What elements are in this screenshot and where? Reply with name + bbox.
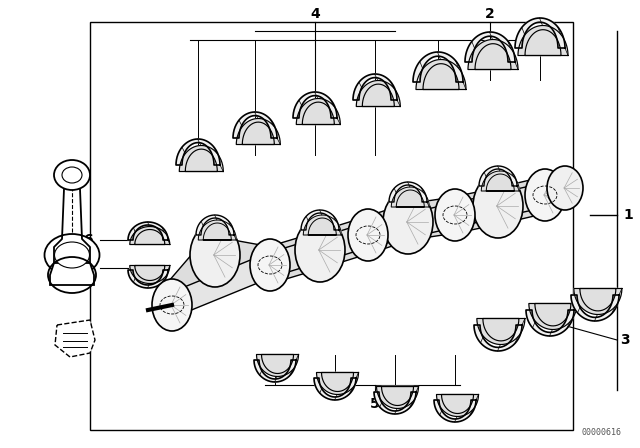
- Polygon shape: [301, 210, 339, 230]
- Polygon shape: [468, 39, 518, 69]
- Text: 2: 2: [485, 8, 495, 22]
- Polygon shape: [233, 112, 277, 138]
- Polygon shape: [389, 182, 427, 202]
- Polygon shape: [574, 289, 622, 314]
- Polygon shape: [196, 215, 234, 235]
- Ellipse shape: [525, 169, 565, 221]
- Ellipse shape: [62, 167, 82, 183]
- Polygon shape: [451, 188, 502, 233]
- Polygon shape: [176, 139, 220, 165]
- Text: 3: 3: [620, 333, 630, 347]
- Polygon shape: [571, 295, 619, 321]
- Polygon shape: [529, 303, 577, 329]
- Ellipse shape: [54, 160, 90, 190]
- Polygon shape: [50, 263, 94, 285]
- Ellipse shape: [54, 242, 90, 268]
- Polygon shape: [526, 310, 574, 336]
- Polygon shape: [130, 266, 170, 284]
- Polygon shape: [303, 215, 341, 235]
- Polygon shape: [365, 203, 458, 247]
- Polygon shape: [434, 400, 476, 422]
- Polygon shape: [212, 237, 273, 283]
- Text: 4: 4: [310, 8, 320, 22]
- Polygon shape: [362, 205, 413, 252]
- Polygon shape: [391, 187, 429, 207]
- Polygon shape: [130, 227, 170, 245]
- Text: 5: 5: [370, 397, 380, 411]
- Polygon shape: [257, 354, 298, 376]
- Ellipse shape: [547, 166, 583, 210]
- Text: 7: 7: [83, 261, 93, 275]
- Polygon shape: [353, 74, 397, 100]
- Ellipse shape: [295, 218, 345, 282]
- Ellipse shape: [348, 209, 388, 261]
- Ellipse shape: [190, 223, 240, 287]
- Text: 1: 1: [623, 208, 633, 222]
- Ellipse shape: [435, 189, 475, 241]
- Polygon shape: [168, 254, 275, 316]
- Polygon shape: [436, 395, 479, 417]
- Polygon shape: [236, 119, 280, 145]
- Polygon shape: [293, 92, 337, 118]
- Polygon shape: [296, 99, 340, 125]
- Ellipse shape: [152, 279, 192, 331]
- Polygon shape: [481, 171, 519, 191]
- Polygon shape: [515, 18, 565, 48]
- Polygon shape: [376, 387, 419, 409]
- Polygon shape: [356, 81, 400, 107]
- Polygon shape: [479, 166, 517, 186]
- Polygon shape: [265, 233, 325, 282]
- Polygon shape: [317, 372, 358, 395]
- Polygon shape: [452, 183, 548, 227]
- Polygon shape: [413, 52, 463, 82]
- Ellipse shape: [383, 190, 433, 254]
- Polygon shape: [416, 60, 466, 90]
- Polygon shape: [477, 319, 525, 345]
- Ellipse shape: [250, 239, 290, 291]
- Polygon shape: [405, 197, 458, 240]
- Polygon shape: [374, 392, 416, 414]
- Polygon shape: [158, 243, 228, 317]
- Polygon shape: [128, 222, 168, 240]
- Polygon shape: [518, 26, 568, 56]
- Polygon shape: [198, 220, 236, 240]
- Polygon shape: [266, 224, 371, 276]
- Text: 00000616: 00000616: [582, 427, 622, 436]
- Polygon shape: [254, 360, 296, 382]
- Polygon shape: [314, 378, 356, 400]
- Ellipse shape: [473, 174, 523, 238]
- Polygon shape: [179, 146, 223, 172]
- Polygon shape: [55, 320, 95, 357]
- Text: 6: 6: [83, 233, 93, 247]
- Ellipse shape: [45, 234, 99, 276]
- Polygon shape: [315, 218, 373, 267]
- Polygon shape: [494, 177, 549, 224]
- Polygon shape: [465, 32, 515, 62]
- Polygon shape: [474, 325, 522, 351]
- Polygon shape: [128, 270, 168, 288]
